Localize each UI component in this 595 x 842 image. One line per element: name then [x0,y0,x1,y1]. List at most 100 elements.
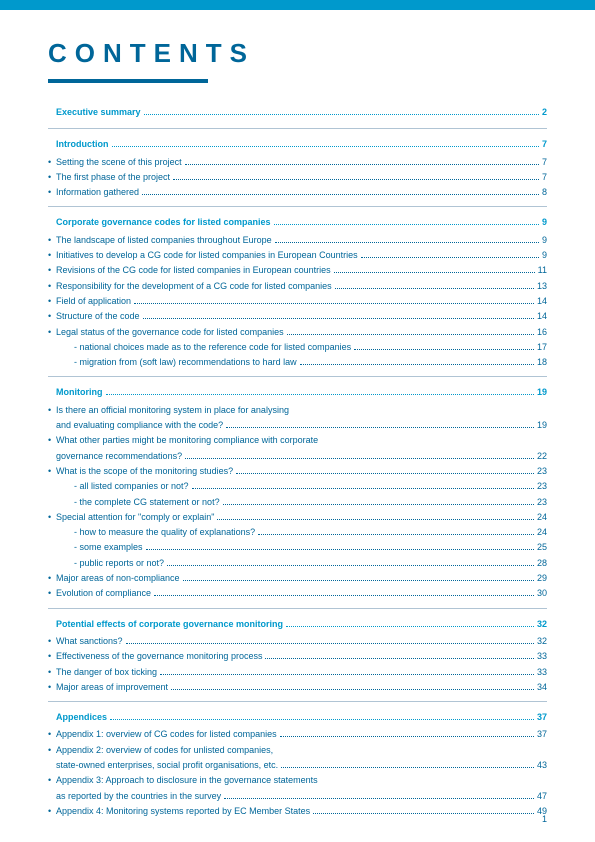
bullet: • [48,263,56,278]
toc-item: •Structure of the code14 [48,309,547,324]
leader-dots [281,767,534,768]
toc-item: •What is the scope of the monitoring stu… [48,464,547,479]
toc-item: •Is there an official monitoring system … [48,403,547,418]
toc-item-text: Appendix 3: Approach to disclosure in th… [56,773,318,788]
toc-item: - all listed companies or not?23 [48,479,547,494]
toc-item-text: Major areas of non-compliance [56,571,180,586]
toc-item: •The first phase of the project7 [48,170,547,185]
toc-item-text: Effectiveness of the governance monitori… [56,649,262,664]
toc-item-text: Initiatives to develop a CG code for lis… [56,248,358,263]
leader-dots [223,504,534,505]
bullet: • [48,634,56,649]
toc-page-number: 33 [537,665,547,680]
toc-section: Monitoring19 •Is there an official monito… [48,385,547,608]
toc-item-text: The first phase of the project [56,170,170,185]
toc-item-text: Revisions of the CG code for listed comp… [56,263,331,278]
toc-item: •Legal status of the governance code for… [48,325,547,340]
leader-dots [334,272,535,273]
page-title: CONTENTS [48,38,208,83]
bullet: • [48,649,56,664]
toc-page-number: 7 [542,137,547,152]
toc-page-number: 25 [537,540,547,555]
toc-page-number: 47 [537,789,547,804]
toc-item: •Major areas of non-compliance29 [48,571,547,586]
toc-page-number: 33 [537,649,547,664]
toc-item: •Special attention for "comply or explai… [48,510,547,525]
toc-page-number: 37 [537,727,547,742]
toc-heading: Monitoring19 [48,385,547,400]
toc-item-text: Appendix 1: overview of CG codes for lis… [56,727,277,742]
leader-dots [258,534,534,535]
bullet: • [48,773,56,788]
leader-dots [167,565,534,566]
toc-section: Appendices37•Appendix 1: overview of CG … [48,710,547,825]
toc-item-text: The landscape of listed companies throug… [56,233,272,248]
bullet: • [48,510,56,525]
toc-item: state-owned enterprises, social profit o… [48,758,547,773]
leader-dots [106,394,534,395]
leader-dots [154,595,534,596]
leader-dots [226,427,534,428]
toc-page-number: 30 [537,586,547,601]
leader-dots [173,179,539,180]
leader-dots [183,580,534,581]
leader-dots [280,736,534,737]
toc-heading: Introduction7 [48,137,547,152]
bullet: • [48,403,56,418]
toc-item: •What sanctions?32 [48,634,547,649]
leader-dots [160,674,534,675]
bullet: • [48,155,56,170]
bullet: • [48,804,56,819]
toc-item: •Field of application14 [48,294,547,309]
toc-item: as reported by the countries in the surv… [48,789,547,804]
page-container: CONTENTS Executive summary2 Introduction7… [0,10,595,825]
toc-item-text: Responsibility for the development of a … [56,279,332,294]
leader-dots [192,488,534,489]
leader-dots [274,224,539,225]
toc-item: and evaluating compliance with the code?… [48,418,547,433]
toc-item: •What other parties might be monitoring … [48,433,547,448]
toc-item: •Revisions of the CG code for listed com… [48,263,547,278]
toc-item: governance recommendations?22 [48,449,547,464]
leader-dots [112,146,539,147]
toc-item: - how to measure the quality of explanat… [48,525,547,540]
toc-page-number: 29 [537,571,547,586]
toc-page-number: 43 [537,758,547,773]
leader-dots [287,334,534,335]
toc-page-number: 23 [537,495,547,510]
toc-page-number: 14 [537,309,547,324]
toc-item-text: - public reports or not? [74,556,164,571]
toc-item-text: state-owned enterprises, social profit o… [56,758,278,773]
toc-item-text: - all listed companies or not? [74,479,189,494]
top-accent-bar [0,0,595,10]
toc-section: Executive summary2 [48,105,547,129]
toc-page-number: 23 [537,464,547,479]
toc-item: •Major areas of improvement34 [48,680,547,695]
bullet: • [48,727,56,742]
toc-item: •Evolution of compliance30 [48,586,547,601]
toc-item-text: Structure of the code [56,309,140,324]
toc-page-number: 9 [542,233,547,248]
toc-heading-text: Potential effects of corporate governanc… [56,617,283,632]
leader-dots [185,458,534,459]
toc-item: - public reports or not? 28 [48,556,547,571]
toc-heading: Corporate governance codes for listed co… [48,215,547,230]
leader-dots [144,114,539,115]
leader-dots [361,257,539,258]
toc-item-text: and evaluating compliance with the code? [56,418,223,433]
toc-page-number: 19 [537,418,547,433]
bullet: • [48,185,56,200]
bullet: • [48,248,56,263]
toc-heading-text: Appendices [56,710,107,725]
toc-page-number: 9 [542,248,547,263]
toc-item-text: - how to measure the quality of explanat… [74,525,255,540]
leader-dots [313,813,534,814]
toc-item-text: Field of application [56,294,131,309]
toc-item-text: Special attention for "comply or explain… [56,510,214,525]
toc-item-text: - national choices made as to the refere… [74,340,351,355]
toc-page-number: 28 [537,556,547,571]
bullet: • [48,233,56,248]
leader-dots [142,194,539,195]
table-of-contents: Executive summary2Introduction7•Setting … [48,105,547,825]
toc-item-text: - the complete CG statement or not? [74,495,220,510]
